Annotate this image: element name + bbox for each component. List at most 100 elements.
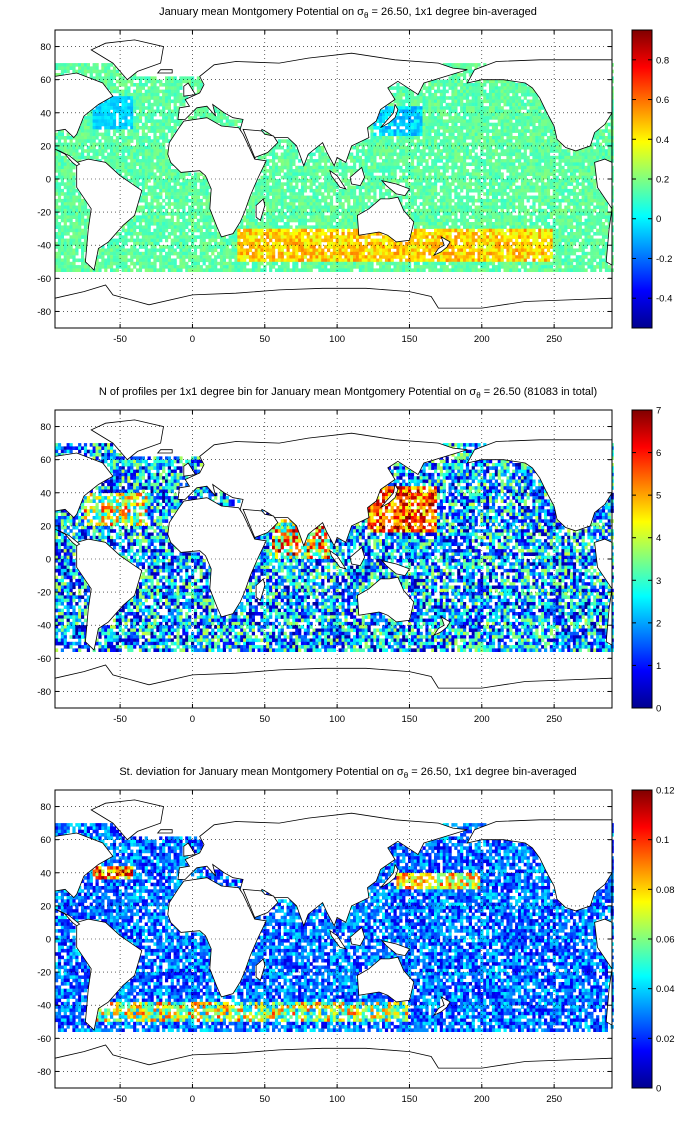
heatmap-cell: [277, 198, 281, 203]
heatmap-cell: [538, 129, 542, 133]
heatmap-cell: [182, 79, 186, 84]
heatmap-cell: [448, 132, 452, 137]
heatmap-cell: [468, 142, 472, 147]
heatmap-cell: [439, 109, 443, 114]
heatmap-cell: [193, 182, 198, 186]
heatmap-cell: [515, 198, 519, 203]
heatmap-cell: [72, 66, 76, 70]
heatmap-cell: [555, 142, 559, 147]
heatmap-cell: [454, 112, 458, 117]
heatmap-cell: [486, 212, 490, 216]
heatmap-cell: [292, 195, 296, 200]
heatmap-cell: [451, 205, 455, 210]
heatmap-cell: [445, 96, 449, 100]
heatmap-cell: [555, 208, 559, 213]
heatmap-cell: [520, 215, 525, 219]
heatmap-cell: [555, 162, 559, 166]
heatmap-cell: [89, 109, 93, 114]
heatmap-cell: [121, 112, 125, 117]
heatmap-cell: [283, 152, 287, 157]
heatmap-cell: [86, 116, 90, 120]
heatmap-cell: [277, 179, 281, 183]
heatmap-cell: [162, 225, 166, 229]
heatmap-cell: [384, 129, 389, 133]
heatmap-cell: [596, 152, 600, 157]
heatmap-cell: [344, 162, 348, 166]
heatmap-cell: [387, 192, 391, 196]
heatmap-cell: [248, 215, 253, 219]
heatmap-cell: [607, 215, 611, 219]
heatmap-cell: [390, 175, 394, 180]
heatmap-cell: [463, 185, 467, 190]
heatmap-cell: [422, 99, 426, 104]
heatmap-cell: [341, 175, 345, 180]
heatmap-cell: [86, 215, 90, 219]
heatmap-cell: [309, 202, 313, 206]
heatmap-cell: [471, 225, 475, 229]
heatmap-cell: [162, 215, 166, 219]
heatmap-cell: [393, 142, 397, 147]
heatmap-cell: [147, 145, 151, 150]
heatmap-cell: [179, 202, 183, 206]
heatmap-cell: [315, 205, 319, 210]
heatmap-cell: [535, 195, 539, 200]
heatmap-cell: [309, 215, 313, 219]
heatmap-cell: [156, 142, 160, 147]
heatmap-cell: [526, 218, 530, 223]
heatmap-cell: [425, 215, 429, 219]
heatmap-cell: [439, 225, 443, 229]
heatmap-cell: [156, 159, 160, 163]
heatmap-cell: [130, 165, 134, 170]
heatmap-cell: [509, 182, 513, 186]
heatmap-cell: [98, 76, 102, 80]
heatmap-cell: [454, 119, 458, 123]
heatmap-cell: [196, 175, 200, 180]
heatmap-cell: [538, 112, 542, 117]
heatmap-cell: [480, 83, 484, 87]
heatmap-cell: [130, 218, 134, 223]
heatmap-cell: [549, 136, 553, 140]
heatmap-cell: [81, 208, 85, 213]
heatmap-cell: [110, 73, 114, 77]
heatmap-cell: [72, 149, 76, 153]
heatmap-cell: [474, 198, 478, 203]
heatmap-cell: [358, 162, 362, 166]
heatmap-cell: [454, 86, 458, 90]
heatmap-cell: [465, 208, 470, 213]
heatmap-cell: [523, 188, 527, 193]
heatmap-cell: [182, 212, 186, 216]
heatmap-cell: [303, 175, 307, 180]
heatmap-cell: [118, 155, 122, 160]
heatmap-cell: [413, 109, 417, 114]
heatmap-cell: [570, 165, 574, 170]
heatmap-cell: [133, 92, 137, 97]
heatmap-cell: [370, 162, 374, 166]
heatmap-cell: [384, 175, 389, 180]
heatmap-cell: [477, 162, 481, 166]
heatmap-cell: [324, 205, 328, 210]
heatmap-cell: [150, 129, 154, 133]
heatmap-cell: [529, 122, 533, 127]
heatmap-cell: [315, 185, 319, 190]
heatmap-cell: [468, 188, 472, 193]
heatmap-cell: [355, 152, 360, 157]
heatmap-cell: [63, 142, 67, 147]
heatmap-cell: [413, 106, 417, 110]
heatmap-cell: [506, 192, 510, 196]
heatmap-cell: [63, 192, 67, 196]
heatmap-cell: [138, 172, 143, 176]
heatmap-cell: [448, 185, 452, 190]
heatmap-cell: [518, 162, 522, 166]
heatmap-cell: [303, 225, 307, 229]
heatmap-cell: [436, 155, 441, 160]
heatmap-cell: [150, 112, 154, 117]
heatmap-cell: [373, 136, 377, 140]
heatmap-cell: [483, 225, 487, 229]
heatmap-cell: [570, 175, 574, 180]
heatmap-cell: [384, 145, 389, 150]
heatmap-cell: [460, 119, 464, 123]
heatmap-cell: [81, 202, 85, 206]
heatmap-cell: [431, 195, 435, 200]
heatmap-cell: [463, 139, 467, 143]
heatmap-cell: [370, 172, 374, 176]
